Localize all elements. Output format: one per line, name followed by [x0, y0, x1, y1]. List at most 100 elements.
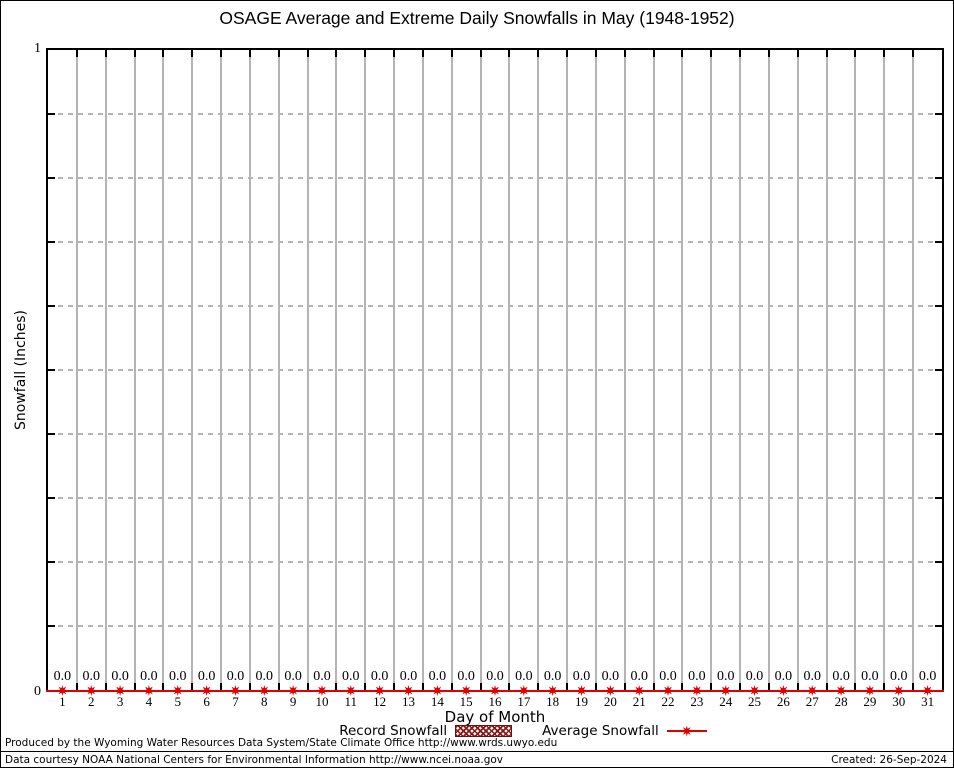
x-tick-top — [75, 50, 78, 57]
legend: Record Snowfall Average Snowfall — [47, 723, 953, 739]
x-tick-bottom — [479, 683, 482, 690]
x-tick-bottom — [681, 683, 684, 690]
record-snowfall-value-label: 0.0 — [918, 669, 937, 684]
y-max-label: 1 — [34, 41, 41, 56]
x-tick-bottom — [537, 683, 540, 690]
x-tick-label-day: 21 — [632, 694, 646, 709]
average-snowfall-marker — [172, 685, 184, 696]
x-tick-top — [681, 50, 684, 57]
x-tick-top — [594, 50, 597, 57]
x-tick-top — [104, 50, 107, 57]
h-gridline — [48, 369, 942, 371]
footer-produced-by: Produced by the Wyoming Water Resources … — [5, 737, 558, 749]
x-axis-tick-labels: 1 2 3 4 5 6 7 8 9 10 11 12 13 14 15 16 17 18 19 20 21 22 23 24 2… — [46, 694, 944, 710]
record-snowfall-value-label: 0.0 — [572, 669, 591, 684]
record-snowfall-value-label: 0.0 — [313, 669, 331, 684]
x-tick-label-day: 27 — [805, 694, 819, 709]
x-tick-bottom — [767, 683, 770, 690]
y-tick-right — [935, 241, 942, 243]
y-tick-left — [48, 177, 55, 179]
average-snowfall-marker — [691, 685, 703, 696]
x-tick-label-day: 8 — [261, 694, 268, 709]
record-snowfall-value-label: 0.0 — [515, 669, 533, 684]
x-tick-bottom — [710, 683, 713, 690]
record-snowfall-value-label: 0.0 — [428, 669, 447, 684]
record-snowfall-value-label: 0.0 — [370, 669, 389, 684]
x-tick-label-day: 2 — [88, 694, 95, 709]
record-snowfall-value-label: 0.0 — [630, 669, 648, 684]
y-tick-right — [935, 561, 942, 563]
y-tick-right — [935, 113, 942, 115]
y-tick-right — [935, 369, 942, 371]
record-snowfall-value-label: 0.0 — [457, 669, 475, 684]
record-snowfall-value-label: 0.0 — [140, 669, 158, 684]
record-snowfall-value-label: 0.0 — [832, 669, 850, 684]
x-tick-bottom — [306, 683, 309, 690]
average-snowfall-marker — [56, 685, 68, 696]
x-tick-bottom — [75, 683, 78, 690]
x-tick-top — [306, 50, 309, 57]
x-tick-top — [623, 50, 626, 57]
record-snowfall-value-label: 0.0 — [861, 669, 879, 684]
average-snowfall-marker — [287, 685, 299, 696]
record-snowfall-value-label: 0.0 — [688, 669, 706, 684]
average-snowfall-marker — [806, 685, 818, 696]
y-tick-right — [935, 433, 942, 435]
x-tick-top — [364, 50, 367, 57]
average-snowfall-marker — [316, 685, 328, 696]
x-tick-bottom — [220, 683, 223, 690]
average-snowfall-marker — [431, 685, 443, 696]
average-snowfall-marker — [345, 685, 357, 696]
y-tick-left — [48, 369, 55, 371]
x-tick-top — [191, 50, 194, 57]
x-tick-bottom — [825, 683, 828, 690]
x-tick-bottom — [854, 683, 857, 690]
h-gridline — [48, 561, 942, 563]
x-tick-label-day: 13 — [401, 694, 415, 709]
x-tick-bottom — [277, 683, 280, 690]
x-tick-top — [248, 50, 251, 57]
y-tick-left — [48, 433, 55, 435]
x-tick-label-day: 11 — [344, 694, 358, 709]
record-snowfall-value-label: 0.0 — [486, 669, 504, 684]
x-tick-label-day: 18 — [546, 694, 560, 709]
record-snowfall-swatch-icon — [455, 725, 513, 737]
average-snowfall-marker — [749, 685, 761, 696]
record-snowfall-value-label: 0.0 — [889, 669, 908, 684]
average-snowfall-marker — [576, 685, 588, 696]
average-snowfall-marker — [662, 685, 674, 696]
x-tick-label-day: 29 — [863, 694, 877, 709]
x-tick-bottom — [421, 683, 424, 690]
x-tick-bottom — [594, 683, 597, 690]
y-tick-left — [48, 305, 55, 307]
h-gridline — [48, 433, 942, 435]
x-tick-label-day: 12 — [373, 694, 387, 709]
record-snowfall-value-label: 0.0 — [169, 669, 187, 684]
x-tick-bottom — [796, 683, 799, 690]
average-snowfall-legend-line — [666, 725, 707, 737]
average-snowfall-marker — [201, 685, 213, 696]
record-snowfall-value-label: 0.0 — [111, 669, 129, 684]
x-tick-label-day: 24 — [719, 694, 733, 709]
x-tick-bottom — [450, 683, 453, 690]
average-snowfall-marker — [374, 685, 386, 696]
average-snowfall-marker — [922, 685, 934, 696]
x-tick-label-day: 31 — [921, 694, 935, 709]
record-snowfall-value-label: 0.0 — [82, 669, 101, 684]
x-axis-label: Day of Month — [444, 708, 546, 726]
y-tick-left — [48, 561, 55, 563]
average-snowfall-marker — [547, 685, 559, 696]
x-tick-label-day: 10 — [315, 694, 329, 709]
x-tick-label-day: 14 — [430, 694, 444, 709]
average-snowfall-marker — [489, 685, 501, 696]
y-tick-right — [935, 177, 942, 179]
x-tick-label-day: 28 — [834, 694, 848, 709]
x-tick-top — [393, 50, 396, 57]
record-snowfall-value-label: 0.0 — [399, 669, 418, 684]
record-snowfall-value-label: 0.0 — [716, 669, 735, 684]
record-snowfall-value-label: 0.0 — [53, 669, 72, 684]
x-tick-label-day: 20 — [603, 694, 617, 709]
h-gridline — [48, 305, 942, 307]
x-tick-top — [450, 50, 453, 57]
x-tick-label-day: 23 — [690, 694, 704, 709]
